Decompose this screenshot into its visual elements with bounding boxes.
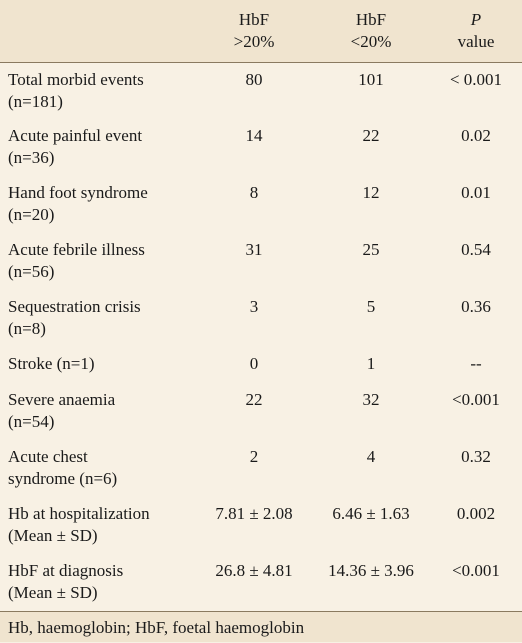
header-text: <20% xyxy=(350,31,392,51)
row-label-text: (Mean ± SD) xyxy=(8,526,98,545)
table-cell: <0.001 xyxy=(452,390,500,409)
row-label-text: Stroke (n=1) xyxy=(8,354,95,373)
row-label-text: (n=20) xyxy=(8,205,55,224)
row-label-text: (n=36) xyxy=(8,148,55,167)
table-cell: 101 xyxy=(358,69,384,89)
table-cell: 2 xyxy=(249,447,259,466)
row-label: Hb at hospitalization (Mean ± SD) xyxy=(0,497,196,554)
table-cell: 1 xyxy=(366,354,376,373)
table-row: Hand foot syndrome (n=20) 8 12 0.01 xyxy=(0,176,522,233)
table-cell: 22 xyxy=(245,390,263,409)
header-cell xyxy=(0,0,196,63)
row-label-text: Sequestration crisis xyxy=(8,297,141,316)
row-label: HbF at diagnosis (Mean ± SD) xyxy=(0,554,196,611)
table-cell: 0.002 xyxy=(456,504,496,523)
table-cell: 6.46 ± 1.63 xyxy=(332,504,410,523)
row-label-text: Total morbid events xyxy=(8,69,144,89)
table-row: Stroke (n=1) 0 1 -- xyxy=(0,347,522,383)
table-cell: 0 xyxy=(249,354,259,373)
row-label-text: syndrome (n=6) xyxy=(8,469,118,488)
header-text: >20% xyxy=(233,31,275,51)
table-cell: 4 xyxy=(366,447,376,466)
header-text: value xyxy=(457,31,495,51)
table-cell: 0.32 xyxy=(461,447,491,466)
table-cell: 32 xyxy=(362,390,380,409)
row-label-text: (n=54) xyxy=(8,412,55,431)
table-cell: 14.36 ± 3.96 xyxy=(328,561,414,580)
table-row: Hb at hospitalization (Mean ± SD) 7.81 ± 2… xyxy=(0,497,522,554)
table-cell: 12 xyxy=(362,183,380,202)
table-row: Sequestration crisis (n=8) 3 5 0.36 xyxy=(0,290,522,347)
table-row: Severe anaemia (n=54) 22 32 <0.001 xyxy=(0,383,522,440)
table-cell: <0.001 xyxy=(452,561,500,580)
header-text: HbF xyxy=(238,9,270,29)
row-label: Stroke (n=1) xyxy=(0,347,196,383)
table-cell: < 0.001 xyxy=(449,69,503,89)
table-cell: 25 xyxy=(362,240,380,259)
table-cell: 8 xyxy=(249,183,259,202)
table-body: Total morbid events (n=181) 80 101 < 0.001 Ac… xyxy=(0,62,522,611)
row-label-text: HbF at diagnosis xyxy=(8,561,124,580)
table-cell: 3 xyxy=(249,297,259,316)
row-label-text: (n=8) xyxy=(8,319,46,338)
row-label: Severe anaemia (n=54) xyxy=(0,383,196,440)
table-cell: 31 xyxy=(245,240,263,259)
row-label-text: Hand foot syndrome xyxy=(8,183,148,202)
table-cell: 22 xyxy=(362,126,380,145)
header-cell: HbF >20% xyxy=(196,0,312,63)
row-label-text: (Mean ± SD) xyxy=(8,583,98,602)
table-row: Acute chest syndrome (n=6) 2 4 0.32 xyxy=(0,440,522,497)
row-label-text: Severe anaemia xyxy=(8,390,116,409)
table-cell: 7.81 ± 2.08 xyxy=(215,504,293,523)
row-label-text: Acute painful event xyxy=(8,126,143,145)
row-label: Sequestration crisis (n=8) xyxy=(0,290,196,347)
table-row: HbF at diagnosis (Mean ± SD) 26.8 ± 4.81 14… xyxy=(0,554,522,611)
table-cell: 80 xyxy=(245,69,263,89)
row-label-text: Acute chest xyxy=(8,447,88,466)
table-cell: 14 xyxy=(245,126,263,145)
table-cell: -- xyxy=(470,354,482,373)
header-text: HbF xyxy=(355,9,387,29)
row-label-text: Hb at hospitalization xyxy=(8,504,150,523)
row-label: Acute painful event (n=36) xyxy=(0,119,196,176)
table-cell: 0.02 xyxy=(461,126,491,145)
header-cell: HbF <20% xyxy=(312,0,430,63)
row-label: Acute chest syndrome (n=6) xyxy=(0,440,196,497)
table-cell: 0.01 xyxy=(461,183,491,202)
footnote: Hb, haemoglobin; HbF, foetal haemoglobin xyxy=(0,611,522,642)
row-label: Acute febrile illness (n=56) xyxy=(0,233,196,290)
table-cell: 0.36 xyxy=(461,297,491,316)
row-label-text: (n=181) xyxy=(8,91,63,111)
row-label: Hand foot syndrome (n=20) xyxy=(0,176,196,233)
table-row: Total morbid events (n=181) 80 101 < 0.001 xyxy=(0,62,522,119)
table-cell: 5 xyxy=(366,297,376,316)
table-row: Acute febrile illness (n=56) 31 25 0.54 xyxy=(0,233,522,290)
table-cell: 26.8 ± 4.81 xyxy=(215,561,293,580)
row-label-text: Acute febrile illness xyxy=(8,240,145,259)
row-label: Total morbid events (n=181) xyxy=(0,62,196,119)
header-text: P xyxy=(470,9,482,29)
row-label-text: (n=56) xyxy=(8,262,55,281)
table-cell: 0.54 xyxy=(461,240,491,259)
table-row: Acute painful event (n=36) 14 22 0.02 xyxy=(0,119,522,176)
